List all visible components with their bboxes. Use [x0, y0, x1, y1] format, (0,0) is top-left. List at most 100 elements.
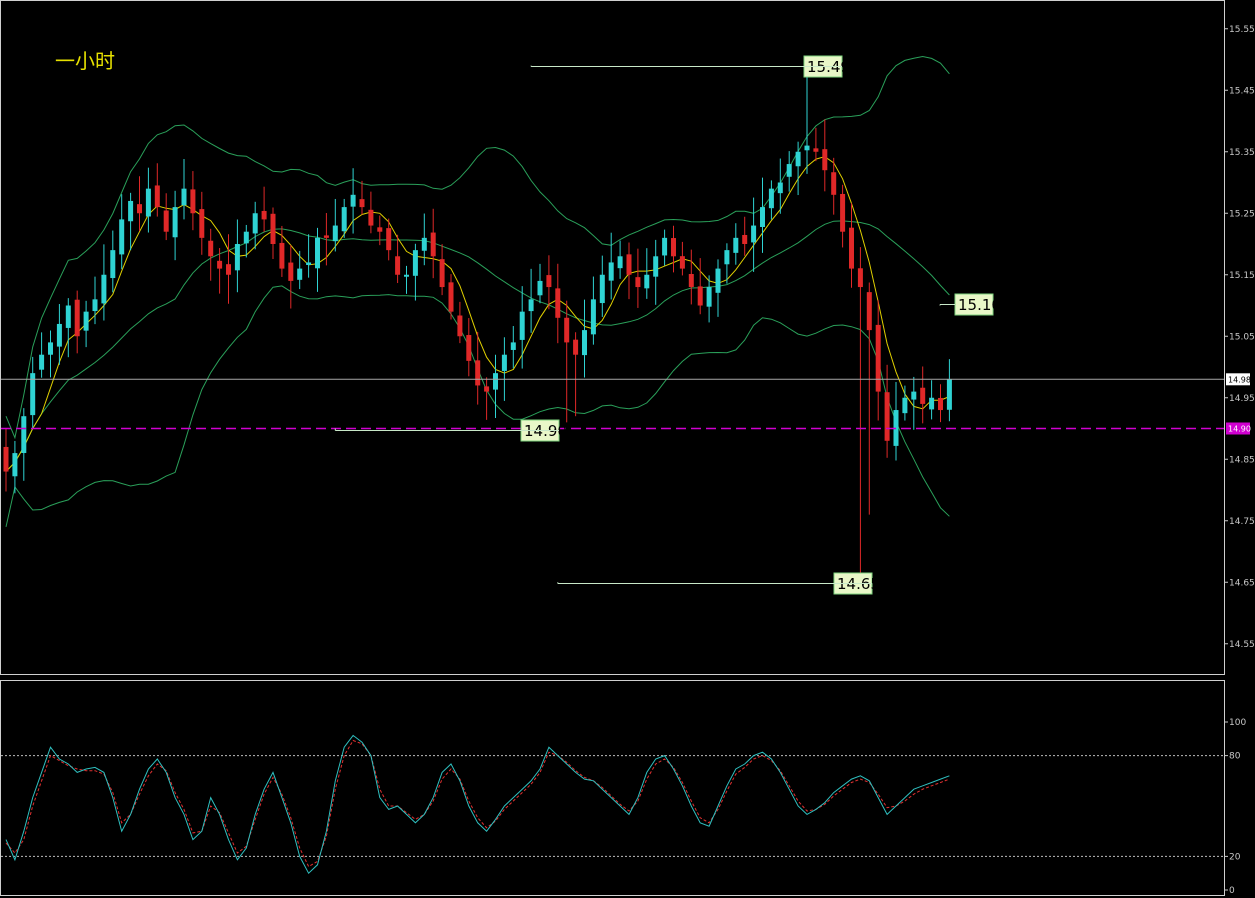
- candle-body: [110, 250, 116, 279]
- candle-body: [938, 397, 943, 411]
- candle-body: [145, 188, 151, 217]
- candle-body: [404, 274, 409, 277]
- price-tick-label: 14.75: [1229, 517, 1255, 527]
- candle-body: [39, 354, 45, 370]
- candle-body: [537, 280, 543, 296]
- candle-body: [30, 373, 36, 416]
- candle-body: [288, 262, 294, 281]
- bollinger-middle: [5, 220, 950, 472]
- candle-body: [840, 193, 846, 232]
- candle-body: [306, 262, 312, 265]
- candle-body: [573, 339, 579, 355]
- candle-body: [466, 335, 472, 361]
- candle-body: [234, 244, 240, 271]
- oscillator-tick-label: 0: [1229, 886, 1235, 896]
- candle-body: [857, 268, 863, 288]
- candle-body: [653, 256, 659, 277]
- candle-body: [599, 274, 605, 304]
- candle-body: [359, 199, 365, 208]
- current-price-tag-text: 14.98: [1228, 375, 1251, 384]
- candle-body: [644, 274, 650, 289]
- candle-body: [48, 342, 53, 355]
- oscillator-frame: [0, 680, 1225, 896]
- price-tick-label: 15.15: [1229, 271, 1255, 281]
- candle-body: [154, 185, 160, 208]
- candle-body: [635, 277, 641, 288]
- candle-body: [608, 262, 614, 281]
- candle-body: [395, 256, 401, 275]
- reference-price-tag: [1226, 422, 1250, 435]
- candle-body: [163, 210, 169, 232]
- candle-body: [626, 254, 632, 275]
- candle-body: [528, 299, 534, 312]
- candle-body: [671, 238, 676, 257]
- candle-body: [341, 207, 347, 232]
- bollinger-lower: [5, 285, 950, 528]
- candle-body: [65, 305, 71, 328]
- candle-body: [751, 225, 757, 243]
- price-tick-label: 15.35: [1229, 148, 1255, 158]
- candle-body: [226, 264, 231, 275]
- candle-body: [697, 286, 703, 306]
- candle-body: [279, 242, 285, 269]
- candle-body: [849, 227, 854, 269]
- candle-body: [866, 292, 872, 331]
- candle-body: [261, 210, 267, 220]
- oscillator-tick-label: 100: [1229, 718, 1246, 728]
- candle-body: [412, 250, 418, 276]
- candle-body: [457, 315, 463, 337]
- candle-body: [911, 391, 917, 400]
- main-frame: [0, 0, 1225, 675]
- candle-body: [315, 237, 320, 269]
- candle-body: [662, 237, 668, 256]
- price-tick-label: 14.65: [1229, 578, 1255, 588]
- candle-body: [181, 188, 187, 206]
- candle-body: [804, 145, 810, 151]
- stochastic-k-line: [5, 734, 950, 875]
- candle-body: [822, 149, 828, 171]
- candle-body: [786, 164, 792, 177]
- candle-body: [875, 324, 881, 392]
- candle-body: [297, 268, 303, 280]
- candle-body: [199, 209, 205, 238]
- stochastic-d-line: [5, 739, 950, 868]
- price-callout-label: 15.10: [958, 296, 1001, 314]
- candle-body: [128, 200, 134, 222]
- candle-body: [172, 207, 178, 238]
- candle-body: [920, 387, 926, 404]
- candle-body: [421, 237, 427, 251]
- current-price-tag: [1226, 373, 1250, 386]
- candle-body: [946, 379, 952, 410]
- candle-body: [448, 282, 454, 312]
- candle-body: [733, 237, 739, 253]
- candle-body: [252, 213, 258, 234]
- price-tick-label: 14.85: [1229, 455, 1255, 465]
- candle-body: [590, 299, 596, 335]
- oscillator-tick-label: 20: [1229, 852, 1241, 862]
- candle-body: [510, 342, 516, 350]
- candle-body: [430, 232, 436, 257]
- price-tick-label: 15.45: [1229, 86, 1255, 96]
- candle-body: [21, 416, 27, 454]
- candle-body: [706, 287, 712, 307]
- candle-body: [350, 194, 356, 207]
- candle-body: [493, 373, 498, 390]
- candle-body: [724, 250, 730, 265]
- candle-body: [679, 256, 685, 269]
- candle-body: [190, 189, 196, 214]
- candle-body: [56, 323, 62, 347]
- candle-body: [564, 317, 570, 343]
- candle-body: [519, 311, 525, 340]
- candle-body: [768, 188, 774, 209]
- candle-body: [270, 213, 276, 244]
- candle-body: [884, 392, 890, 441]
- candle-body: [929, 397, 935, 410]
- bollinger-upper: [5, 55, 950, 440]
- candle-body: [83, 311, 89, 331]
- oscillator-tick-label: 80: [1229, 752, 1241, 762]
- candle-body: [12, 453, 18, 477]
- candle-body: [243, 231, 249, 244]
- candle-body: [742, 234, 748, 244]
- candle-body: [484, 386, 490, 392]
